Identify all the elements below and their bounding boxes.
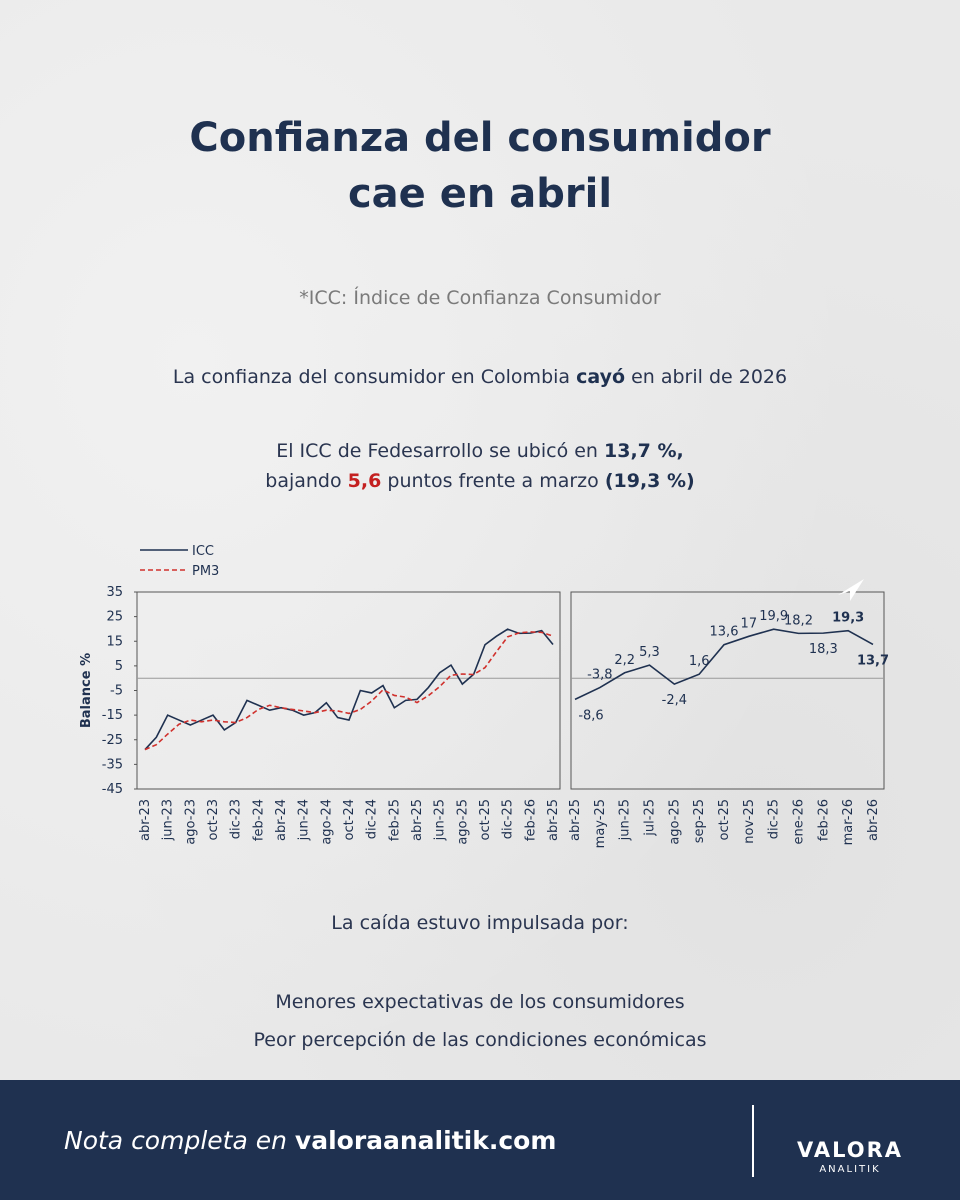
x-tick-label: jun-25 bbox=[433, 799, 448, 841]
x-tick-label: feb-25 bbox=[387, 799, 402, 841]
footer-text: Nota completa en valoraanalitik.com bbox=[64, 1126, 556, 1155]
x-tick-label: abr-26 bbox=[866, 799, 881, 841]
footer: Nota completa en valoraanalitik.com VALO… bbox=[0, 579, 960, 1200]
x-tick-label: feb-24 bbox=[251, 799, 266, 841]
x-tick-label: ago-23 bbox=[183, 799, 198, 845]
text: El ICC de Fedesarrollo se ubicó en bbox=[276, 440, 605, 462]
x-tick-label: abr-25 bbox=[546, 799, 561, 841]
text: 13,7 %, bbox=[604, 440, 684, 462]
x-tick-label: may-25 bbox=[593, 799, 608, 848]
x-tick-label: jun-25 bbox=[618, 799, 633, 841]
text: cayó bbox=[576, 366, 626, 388]
y-axis-label: Balance % bbox=[79, 653, 94, 728]
text: La confianza del consumidor en Colombia bbox=[172, 366, 577, 388]
driver: Menores expectativas de los consumidores bbox=[275, 991, 685, 1013]
text: puntos frente a marzo bbox=[381, 470, 605, 492]
divider bbox=[752, 1105, 754, 1177]
plot-frame bbox=[136, 591, 561, 790]
y-tick-label: -25 bbox=[102, 733, 123, 748]
y-tick-label: -45 bbox=[102, 782, 123, 797]
text: (19,3 %) bbox=[604, 470, 695, 492]
y-tick-label: -5 bbox=[110, 684, 123, 699]
title: Confianza del consumidor cae en abril bbox=[0, 110, 960, 222]
x-tick-label: dic-25 bbox=[501, 799, 516, 839]
legend-label: ICC bbox=[192, 544, 214, 559]
legend-label: PM3 bbox=[192, 564, 219, 579]
logo-icon bbox=[838, 579, 864, 601]
y-tick-label: -35 bbox=[102, 757, 123, 772]
data-label: 1,6 bbox=[689, 654, 710, 669]
data-label: 18,3 bbox=[809, 642, 838, 657]
driver: Peor percepción de las condiciones econó… bbox=[253, 1029, 707, 1051]
x-tick-label: ene-26 bbox=[792, 799, 807, 844]
x-tick-label: dic-25 bbox=[767, 799, 782, 839]
text: 5,6 bbox=[347, 470, 382, 492]
text: en abril de 2026 bbox=[625, 366, 788, 388]
x-tick-label: feb-26 bbox=[816, 799, 831, 841]
x-tick-label: jul-25 bbox=[643, 799, 658, 837]
x-tick-label: sep-25 bbox=[692, 799, 707, 843]
data-label: -2,4 bbox=[662, 693, 687, 708]
title-line: cae en abril bbox=[347, 171, 613, 217]
x-tick-label: abr-24 bbox=[274, 799, 289, 841]
x-tick-label: ago-25 bbox=[667, 799, 682, 845]
data-label: 5,3 bbox=[639, 645, 660, 660]
x-tick-label: dic-24 bbox=[365, 799, 380, 839]
x-tick-label: jun-23 bbox=[161, 799, 176, 841]
data-label: 19,9 bbox=[759, 609, 788, 624]
charts: 35 25 15 5 -5 -15 -25 -35 -45 Balance % abr-23 jun-… bbox=[79, 544, 889, 848]
x-tick-label: mar-26 bbox=[841, 799, 856, 845]
data-label: 13,7 bbox=[857, 653, 889, 668]
x-tick-label: nov-25 bbox=[742, 799, 757, 844]
x-tick-label: feb-26 bbox=[523, 799, 538, 841]
series-line bbox=[144, 628, 554, 751]
x-tick-label: jun-24 bbox=[297, 799, 312, 841]
text: Nota completa en bbox=[64, 1126, 295, 1155]
plot-frame bbox=[570, 591, 885, 790]
title-line: Confianza del consumidor bbox=[189, 115, 771, 161]
y-tick-label: 35 bbox=[106, 585, 123, 600]
x-tick-label: dic-23 bbox=[229, 799, 244, 839]
x-tick-label: abr-25 bbox=[410, 799, 425, 841]
x-tick-label: oct-24 bbox=[342, 799, 357, 840]
x-tick-label: abr-25 bbox=[568, 799, 583, 841]
y-tick-label: 25 bbox=[106, 610, 123, 625]
logo-sub: ANALITIK bbox=[819, 1164, 881, 1175]
series-line bbox=[144, 631, 554, 751]
data-label: 13,6 bbox=[710, 625, 739, 640]
x-tick-label: oct-25 bbox=[478, 799, 493, 840]
note: *ICC: Índice de Confianza Consumidor bbox=[299, 287, 661, 309]
series-line bbox=[574, 628, 874, 701]
data-label: 17 bbox=[741, 616, 758, 631]
summary: El ICC de Fedesarrollo se ubicó en 13,7 … bbox=[0, 436, 960, 496]
logo: VALORA bbox=[797, 1138, 903, 1162]
y-tick-label: -15 bbox=[102, 708, 123, 723]
drivers-intro: La caída estuvo impulsada por: bbox=[331, 912, 629, 934]
data-label: 18,2 bbox=[784, 613, 813, 628]
x-tick-label: oct-25 bbox=[717, 799, 732, 840]
data-label: 2,2 bbox=[614, 653, 635, 668]
x-tick-label: ago-24 bbox=[319, 799, 334, 845]
y-tick-label: 5 bbox=[115, 659, 123, 674]
link[interactable]: valoraanalitik.com bbox=[294, 1126, 557, 1155]
text: bajando bbox=[265, 470, 348, 492]
data-label: -8,6 bbox=[578, 708, 603, 723]
x-tick-label: abr-23 bbox=[138, 799, 153, 841]
y-tick-label: 15 bbox=[106, 634, 123, 649]
x-tick-label: oct-23 bbox=[206, 799, 221, 840]
summary: La confianza del consumidor en Colombia … bbox=[0, 366, 960, 388]
drivers-list: Menores expectativas de los consumidores… bbox=[0, 983, 960, 1059]
data-label: 19,3 bbox=[832, 611, 864, 626]
x-tick-label: ago-25 bbox=[455, 799, 470, 845]
data-label: -3,8 bbox=[587, 668, 612, 683]
